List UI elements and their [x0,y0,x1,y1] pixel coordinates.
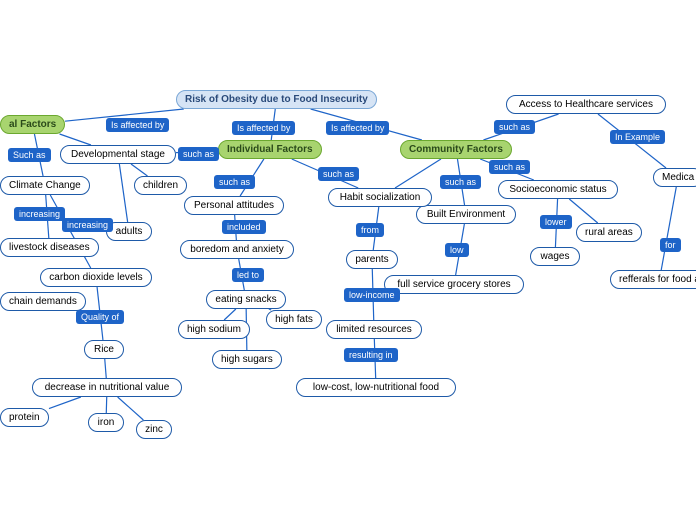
edge-label: such as [494,120,535,134]
edge-label: increasing [62,218,113,232]
edge-label: low [445,243,469,257]
edge-label: such as [489,160,530,174]
node-benv: Built Environment [416,205,516,224]
edge-label: such as [178,147,219,161]
node-rice: Rice [84,340,124,359]
node-ses: Socioeconomic status [498,180,618,199]
node-protein: protein [0,408,49,427]
node-sugars: high sugars [212,350,282,369]
edge-label: Is affected by [106,118,169,132]
node-co2: carbon dioxide levels [40,268,152,287]
node-limres: limited resources [326,320,422,339]
node-lowcost: low-cost, low-nutritional food [296,378,456,397]
edge-label: such as [214,175,255,189]
edge-label: such as [440,175,481,189]
node-wages: wages [530,247,580,266]
edge-label: for [660,238,681,252]
node-zinc: zinc [136,420,172,439]
node-dev: Developmental stage [60,145,176,164]
node-envf: al Factors [0,115,65,134]
edge-label: In Example [610,130,665,144]
edge-label: such as [318,167,359,181]
node-iron: iron [88,413,124,432]
edge-label: low-income [344,288,400,302]
node-indf: Individual Factors [218,140,322,159]
edge-label: included [222,220,266,234]
node-bored: boredom and anxiety [180,240,294,259]
edge-label: led to [232,268,264,282]
node-chain: chain demands [0,292,86,311]
node-snacks: eating snacks [206,290,286,309]
node-patt: Personal attitudes [184,196,284,215]
node-sodium: high sodium [178,320,250,339]
node-children: children [134,176,187,195]
node-habit: Habit socialization [328,188,432,207]
node-title: Risk of Obesity due to Food Insecurity [176,90,377,109]
node-decrease: decrease in nutritional value [32,378,182,397]
node-access: Access to Healthcare services [506,95,666,114]
node-comf: Community Factors [400,140,512,159]
edge-label: Is affected by [232,121,295,135]
node-parents: parents [346,250,398,269]
edge-label: Such as [8,148,51,162]
edge-label: Quality of [76,310,124,324]
node-climate: Climate Change [0,176,90,195]
node-grocery: full service grocery stores [384,275,524,294]
node-livestock: livestock diseases [0,238,99,257]
node-fats: high fats [266,310,322,329]
edge-label: from [356,223,384,237]
node-medical: Medica [653,168,696,187]
edge-label: resulting in [344,348,398,362]
edge-label: Is affected by [326,121,389,135]
node-refer: refferals for food a [610,270,696,289]
node-rural: rural areas [576,223,642,242]
edge-label: increasing [14,207,65,221]
edge-label: lower [540,215,572,229]
